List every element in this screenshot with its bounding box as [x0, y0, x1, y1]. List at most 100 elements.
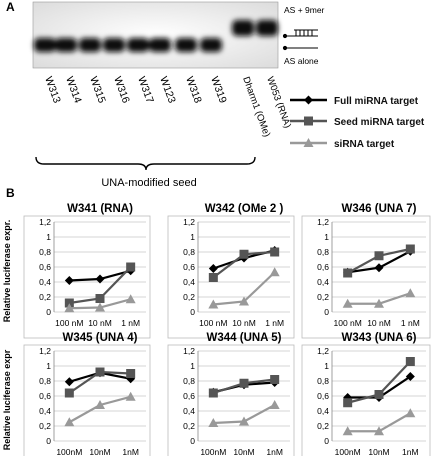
chart-title: W344 (UNA 5) [207, 332, 282, 344]
data-point [269, 400, 280, 409]
y-tick-label: 0,2 [183, 421, 195, 431]
data-point [343, 268, 353, 278]
y-tick-label: 1,2 [183, 217, 195, 227]
panel-label-a: A [6, 0, 15, 14]
y-tick-label: 0,6 [183, 262, 195, 272]
gel-band [34, 38, 56, 52]
data-point [374, 426, 384, 436]
data-point [269, 267, 280, 277]
chart-panel: W341 (RNA) 0 0,2 0,4 0,6 0,8 1 1,2 100 nM 10 nM 1 … [2, 203, 151, 339]
data-point [405, 244, 415, 254]
y-tick-label: 0,4 [317, 277, 329, 287]
data-point [342, 298, 353, 308]
y-tick-label: 0,6 [39, 391, 51, 401]
y-tick-label: 1,2 [183, 346, 195, 356]
y-axis-label: Relative luciferase expr [2, 349, 12, 450]
annotation-lower: AS alone [284, 56, 319, 66]
data-point [405, 408, 416, 418]
data-point [239, 416, 249, 426]
gel-lane-label: W316 [111, 75, 132, 105]
data-point [239, 296, 249, 306]
gel-band [200, 38, 222, 52]
gel-lane-label: W123 [157, 75, 178, 105]
data-point [343, 398, 353, 408]
data-point [125, 391, 136, 401]
data-point [405, 357, 415, 366]
y-tick-label: 0,4 [317, 406, 329, 416]
y-tick-label: 0,4 [183, 406, 195, 416]
gel-band [127, 38, 149, 52]
chart-frame [167, 215, 295, 339]
chart-frame [301, 215, 431, 339]
data-point [64, 298, 74, 308]
y-tick-label: 1,2 [317, 346, 329, 356]
chart-frame [23, 215, 151, 339]
gel-bands [34, 20, 278, 52]
y-tick-label: 0 [46, 307, 51, 317]
y-tick-label: 0,4 [39, 277, 51, 287]
data-point [64, 276, 74, 285]
x-tick-label: 1 nM [401, 318, 420, 328]
chart-title: W342 (OMe 2 ) [205, 203, 284, 215]
data-point [270, 247, 280, 257]
y-tick-label: 1,2 [39, 346, 51, 356]
x-tick-label: 1 nM [121, 318, 140, 328]
data-point [208, 418, 219, 427]
x-tick-label: 10nM [89, 447, 110, 456]
y-tick-label: 0,2 [317, 292, 329, 302]
square-icon [304, 116, 313, 126]
y-tick-label: 0 [324, 436, 329, 446]
data-point [126, 369, 136, 378]
chart-panel: W346 (UNA 7) 0 0,2 0,4 0,6 0,8 1 1,2 100 nM 10 nM… [301, 203, 431, 339]
gel-band [55, 38, 77, 52]
x-tick-label: 10 nM [367, 318, 391, 328]
data-point [239, 249, 249, 259]
chart-title: W346 (UNA 7) [342, 203, 417, 215]
y-axis-label: Relative luciferase expr. [2, 220, 12, 323]
line-charts: W341 (RNA) 0 0,2 0,4 0,6 0,8 1 1,2 100 nM 10 nM 1 … [2, 203, 431, 456]
as9mer-icon [282, 29, 318, 39]
x-tick-label: 100 nM [55, 318, 83, 328]
gel-annotations: AS + 9mer AS alone [282, 5, 325, 66]
gel-lane-label: W314 [63, 75, 84, 105]
y-tick-label: 0 [190, 307, 195, 317]
x-tick-label: 1 nM [265, 318, 284, 328]
data-point [374, 263, 384, 273]
y-tick-label: 0,6 [317, 391, 329, 401]
x-tick-label: 100 nM [333, 318, 361, 328]
y-tick-label: 0,8 [39, 376, 51, 386]
data-point [342, 426, 353, 436]
gel-lane-label: W315 [87, 75, 108, 105]
triangle-icon [303, 138, 314, 147]
chart-panel: W342 (OMe 2 ) 0 0,2 0,4 0,6 0,8 1 1,2 100 nM 10 n… [167, 203, 295, 339]
y-tick-label: 0,2 [183, 292, 195, 302]
data-point [126, 262, 136, 272]
legend-label-full: Full miRNA target [334, 96, 419, 107]
chart-title: W343 (UNA 6) [342, 332, 417, 344]
gel-lane-label: W313 [42, 75, 63, 105]
y-tick-label: 0 [46, 436, 51, 446]
chart-title: W345 (UNA 4) [63, 332, 138, 344]
data-point [405, 288, 416, 298]
legend-label-sirna: siRNA target [334, 139, 395, 150]
data-point [95, 302, 105, 312]
x-tick-label: 10 nM [232, 318, 256, 328]
data-point [64, 303, 75, 313]
data-point [239, 378, 249, 388]
data-point [374, 251, 384, 261]
x-tick-label: 100 nM [199, 318, 227, 328]
chart-title: W341 (RNA) [67, 203, 133, 215]
y-tick-label: 1,2 [39, 217, 51, 227]
legend-item-seed: Seed miRNA target [290, 116, 425, 128]
y-tick-label: 0 [190, 436, 195, 446]
chart-panel: W345 (UNA 4) 0 0,2 0,4 0,6 0,8 1 1,2 100nM 10nM 1n… [2, 332, 151, 456]
y-tick-label: 1 [190, 361, 195, 371]
y-tick-label: 1 [46, 361, 51, 371]
y-tick-label: 1 [324, 361, 329, 371]
x-tick-label: 1nM [266, 447, 283, 456]
gel-lane-label: W318 [183, 75, 204, 105]
y-tick-label: 0,6 [183, 391, 195, 401]
x-tick-label: 10nM [368, 447, 389, 456]
y-tick-label: 0,6 [317, 262, 329, 272]
chart-panel: W343 (UNA 6) 0 0,2 0,4 0,6 0,8 1 1,2 100nM 10nM 1n… [301, 332, 431, 456]
